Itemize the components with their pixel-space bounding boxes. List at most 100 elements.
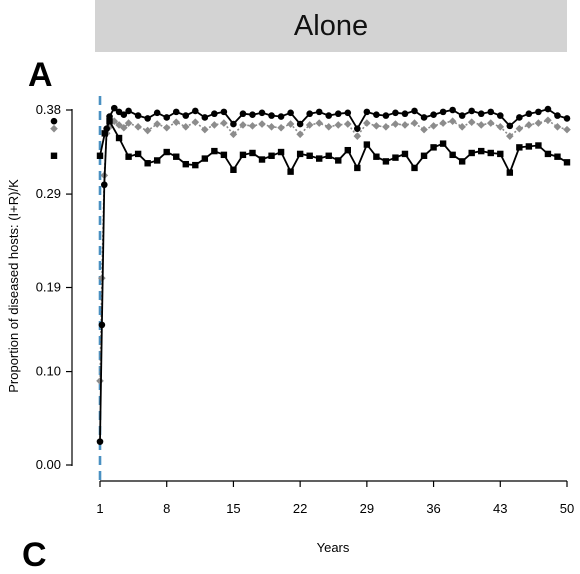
point-square (544, 150, 552, 158)
point-circle (134, 112, 142, 119)
point-diamond (515, 124, 524, 133)
point-square (382, 158, 390, 165)
point-square (430, 144, 437, 151)
point-diamond (286, 120, 295, 128)
point-circle (268, 112, 275, 119)
point-diamond (296, 130, 304, 139)
point-circle (163, 114, 171, 121)
point-circle (373, 111, 380, 118)
point-circle (344, 109, 352, 117)
chart-banner: Alone (95, 0, 567, 52)
point-square (373, 153, 380, 160)
series-layer (96, 104, 571, 445)
point-circle (103, 125, 110, 132)
x-tick-label: 50 (560, 501, 574, 516)
point-square (220, 151, 228, 159)
point-circle (172, 108, 180, 116)
point-square (458, 158, 466, 165)
point-square (563, 159, 571, 166)
point-circle (430, 111, 437, 118)
point-square (287, 168, 294, 175)
point-diamond (467, 118, 476, 126)
point-square (239, 151, 247, 159)
point-circle (544, 105, 552, 113)
point-circle (487, 108, 495, 116)
y-ticks: 0.00 0.10 0.19 0.29 0.38 (36, 102, 72, 472)
point-square (487, 149, 494, 157)
point-circle (306, 110, 313, 118)
point-circle (277, 113, 285, 120)
point-diamond (506, 132, 514, 140)
point-square (525, 143, 533, 150)
point-diamond (210, 121, 219, 129)
point-circle (125, 107, 132, 115)
point-square (268, 152, 275, 159)
point-circle (249, 111, 256, 118)
point-circle (96, 438, 104, 445)
point-diamond (267, 123, 276, 131)
point-diamond (305, 121, 314, 129)
point-diamond (382, 123, 390, 131)
point-circle (354, 125, 361, 132)
x-tick-label: 8 (163, 501, 170, 516)
point-circle (401, 110, 409, 118)
point-diamond (277, 123, 285, 132)
point-square (249, 149, 256, 157)
point-circle (516, 114, 523, 121)
y-tick-label: 0.10 (36, 364, 61, 379)
point-circle (239, 110, 247, 118)
series-line-diamond (99, 119, 568, 381)
point-circle (458, 112, 466, 119)
point-square (134, 150, 142, 158)
point-diamond (429, 122, 438, 130)
point-diamond (153, 120, 161, 128)
y-tick-label: 0.00 (36, 457, 61, 472)
point-diamond (544, 116, 552, 125)
point-circle (506, 122, 514, 130)
point-circle (382, 112, 390, 119)
initial-point-circle (50, 117, 58, 125)
point-diamond (496, 123, 505, 131)
point-square (420, 152, 428, 159)
point-diamond (372, 122, 381, 130)
point-circle (468, 107, 475, 115)
point-circle (563, 115, 571, 122)
point-square (316, 155, 323, 162)
point-square (535, 142, 542, 149)
point-square (230, 166, 237, 173)
point-circle (201, 114, 209, 121)
banner-title: Alone (293, 9, 369, 42)
point-diamond (353, 132, 362, 140)
point-diamond (553, 123, 562, 131)
point-diamond (525, 121, 533, 129)
point-diamond (458, 123, 466, 131)
point-diamond (534, 119, 543, 127)
point-circle (496, 112, 504, 119)
point-diamond (477, 121, 486, 129)
point-diamond (391, 120, 400, 128)
point-diamond (486, 119, 495, 127)
point-circle (106, 113, 113, 120)
point-circle (449, 106, 456, 114)
series-line-square (99, 119, 568, 175)
point-square (478, 147, 485, 155)
point-circle (153, 109, 161, 117)
point-diamond (220, 119, 228, 127)
point-square (354, 164, 361, 172)
point-square (101, 130, 108, 137)
point-circle (192, 107, 199, 115)
point-diamond (401, 121, 409, 129)
point-circle (258, 109, 266, 117)
line-chart: 0.00 0.10 0.19 0.29 0.38 1 8 15 22 29 36 43 50 Prop… (6, 96, 574, 555)
point-circle (110, 104, 118, 112)
point-square (516, 144, 523, 151)
initial-markers (50, 117, 58, 159)
point-square (96, 152, 104, 159)
point-diamond (248, 122, 257, 130)
point-square (182, 160, 189, 168)
point-circle (334, 110, 342, 118)
y-tick-label: 0.38 (36, 102, 61, 117)
x-ticks: 1 8 15 22 29 36 43 50 (96, 481, 574, 516)
point-square (173, 153, 180, 160)
point-square (163, 148, 170, 156)
